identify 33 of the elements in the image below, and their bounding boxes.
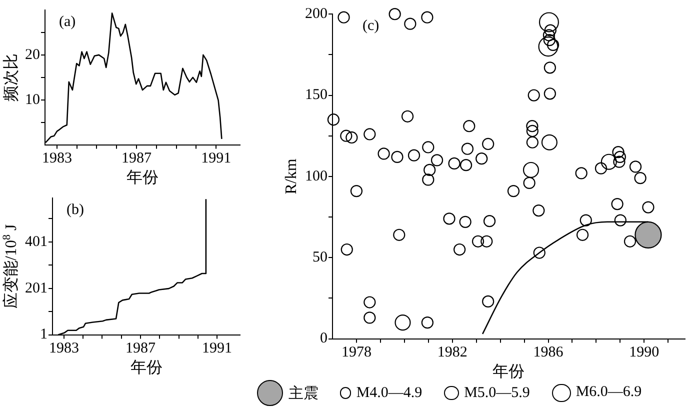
x-tick-label: 1983 — [42, 150, 72, 167]
y-tick-label: 100 — [305, 168, 328, 184]
y-axis-title: 频次比 — [2, 53, 20, 102]
legend-label: M6.0—6.9 — [576, 384, 642, 402]
x-tick-label: 1991 — [202, 340, 232, 357]
x-axis-title: 年份 — [126, 170, 158, 187]
x-tick-label: 1991 — [201, 150, 232, 167]
x-tick-label: 1978 — [341, 344, 372, 361]
chart-title: (a) — [59, 14, 76, 30]
y-axis-title: R/km — [283, 158, 300, 194]
y-tick-label: 201 — [25, 280, 48, 296]
x-tick-label: 1990 — [629, 344, 660, 361]
x-axis-title: 年份 — [130, 360, 162, 377]
x-tick-label: 1986 — [533, 344, 564, 361]
y-tick-label: 401 — [25, 234, 48, 250]
y-tick-label: 20 — [25, 46, 40, 63]
y-tick-label: 50 — [312, 250, 328, 266]
legend-label: 主震 — [288, 384, 318, 402]
y-tick-label: 150 — [305, 87, 328, 104]
chart-title: (c) — [362, 18, 380, 34]
x-tick-label: 1982 — [437, 344, 468, 361]
x-tick-label: 1987 — [122, 150, 152, 167]
chart-title: (b) — [66, 202, 84, 218]
y-tick-label: 200 — [305, 6, 328, 22]
x-tick-label: 1987 — [126, 340, 156, 357]
y-axis-title: 应变能/108 J — [0, 224, 20, 308]
y-tick-label: 0 — [320, 330, 328, 347]
legend-label: M4.0—4.9 — [356, 384, 422, 402]
x-axis-title: 年份 — [492, 364, 525, 381]
x-tick-label: 1983 — [48, 340, 79, 357]
y-tick-label: 1 — [40, 326, 48, 343]
legend-label: M5.0—5.9 — [464, 384, 530, 402]
y-tick-label: 10 — [25, 92, 40, 108]
